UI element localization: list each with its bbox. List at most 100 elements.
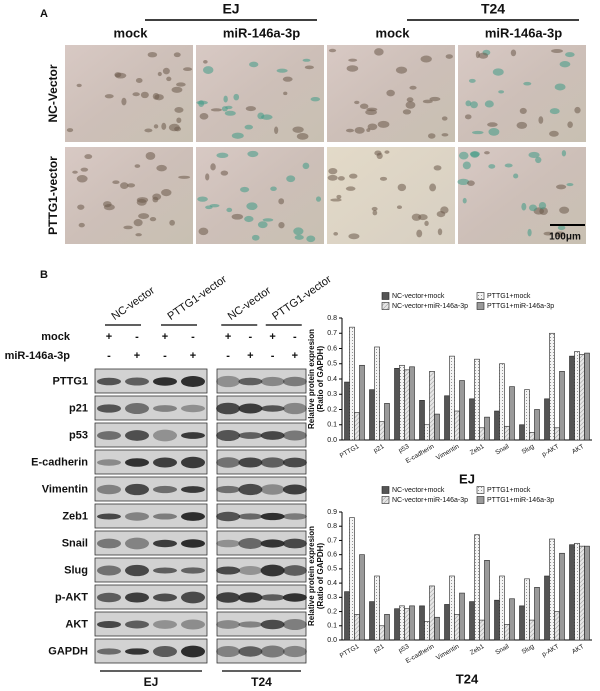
bar — [454, 410, 460, 441]
blot-band — [125, 512, 149, 521]
x-tick-label: AKT — [571, 643, 585, 655]
treatment-sign: - — [163, 350, 167, 362]
y-tick-label: 0.1 — [327, 623, 337, 630]
cell — [166, 76, 172, 82]
cell — [173, 52, 181, 58]
bar — [354, 412, 360, 441]
bar — [569, 544, 575, 641]
cell — [245, 106, 256, 112]
cell — [559, 206, 570, 214]
cell — [292, 126, 304, 133]
cell — [366, 128, 371, 132]
cell — [156, 164, 167, 172]
cell — [371, 206, 378, 212]
bar — [404, 608, 410, 641]
cell — [470, 151, 480, 158]
cell — [220, 170, 229, 176]
micrograph — [196, 45, 324, 142]
blot-band — [97, 592, 121, 603]
bar — [504, 624, 510, 641]
cell — [551, 48, 563, 54]
cell — [302, 58, 311, 62]
blot-band — [181, 512, 205, 521]
x-tick-label: E-cadherin — [405, 643, 436, 665]
y-tick-label: 0.1 — [327, 422, 337, 429]
blot-band — [153, 513, 177, 520]
x-tick-label: p-AKT — [541, 443, 560, 458]
cell — [475, 50, 480, 59]
cell — [379, 176, 388, 181]
cell — [221, 106, 228, 112]
cell — [365, 109, 377, 116]
cell — [76, 175, 88, 183]
lane-label: PTTG1-vector — [166, 273, 230, 323]
cell — [262, 218, 274, 222]
cell — [374, 48, 384, 56]
blot-band — [181, 456, 205, 469]
y-tick-label: 0.8 — [327, 315, 337, 322]
cell — [337, 176, 345, 181]
cell — [484, 151, 490, 155]
cell — [429, 96, 441, 102]
protein-label: p53 — [69, 429, 88, 441]
treatment-sign: - — [191, 331, 195, 343]
cell — [484, 100, 494, 108]
cell — [429, 183, 437, 192]
y-tick-label: 0.4 — [327, 376, 337, 383]
cell — [251, 234, 260, 241]
cell — [168, 123, 180, 132]
bar — [529, 619, 535, 641]
bar — [499, 575, 505, 641]
bar — [384, 614, 390, 641]
cell — [247, 150, 259, 158]
blot-band — [238, 403, 263, 414]
blot-band — [125, 377, 149, 386]
cell — [467, 180, 475, 186]
bar — [434, 616, 440, 641]
blot-band — [282, 402, 307, 415]
blot-band — [282, 618, 307, 631]
cell — [488, 164, 496, 169]
blot-band — [97, 648, 121, 655]
cell — [349, 173, 358, 179]
y-tick-label: 0.5 — [327, 361, 337, 368]
blot-band — [260, 457, 285, 468]
x-tick-label: p21 — [372, 443, 385, 455]
blot-band — [181, 539, 205, 548]
treatment-sign: + — [162, 331, 168, 343]
cell — [278, 198, 285, 205]
cell — [161, 122, 167, 130]
cell — [127, 183, 136, 188]
legend-swatch — [381, 292, 390, 300]
bar — [359, 364, 365, 441]
bar — [444, 395, 450, 441]
bar — [584, 352, 590, 441]
bar — [519, 424, 525, 441]
cell — [153, 124, 159, 129]
legend-swatch — [476, 302, 485, 310]
cell — [538, 201, 547, 210]
bar — [484, 560, 490, 641]
cell — [224, 110, 236, 116]
blot-band — [125, 402, 149, 415]
blot-band — [260, 645, 285, 658]
cell-label: EJ — [144, 675, 159, 689]
y-tick-label: 0.9 — [327, 509, 337, 516]
bar — [349, 517, 355, 641]
blot-band — [153, 567, 177, 574]
group-label: EJ — [222, 1, 239, 17]
cell — [199, 112, 209, 120]
y-axis-label: Relative protein expresion — [307, 329, 316, 429]
legend-label: NC-vector+miR-146a-3p — [392, 303, 468, 310]
treatment-sign: - — [271, 350, 275, 362]
bar — [549, 538, 555, 641]
panel-label: B — [40, 269, 48, 281]
cell — [240, 186, 250, 193]
bar — [424, 621, 430, 641]
blot-band — [216, 457, 241, 468]
blot-band — [181, 486, 205, 493]
protein-label: GAPDH — [48, 645, 88, 657]
bar — [429, 585, 435, 641]
cell — [543, 231, 554, 236]
group-label: T24 — [481, 1, 505, 17]
